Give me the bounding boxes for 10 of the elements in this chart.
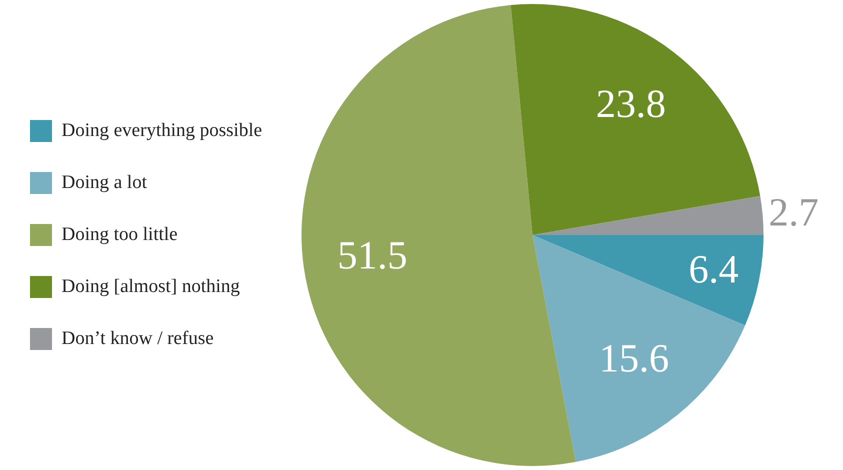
legend-label: Doing too little: [62, 224, 178, 245]
data-label: 15.6: [599, 335, 670, 380]
legend-label: Doing [almost] nothing: [62, 276, 240, 297]
data-label: 23.8: [596, 81, 666, 126]
legend-label: Don’t know / refuse: [62, 328, 214, 349]
data-label: 2.7: [768, 189, 819, 234]
data-label: 6.4: [688, 246, 739, 292]
data-label: 51.5: [337, 232, 408, 278]
legend-label: Doing everything possible: [62, 120, 262, 141]
legend-label: Doing a lot: [62, 172, 148, 193]
